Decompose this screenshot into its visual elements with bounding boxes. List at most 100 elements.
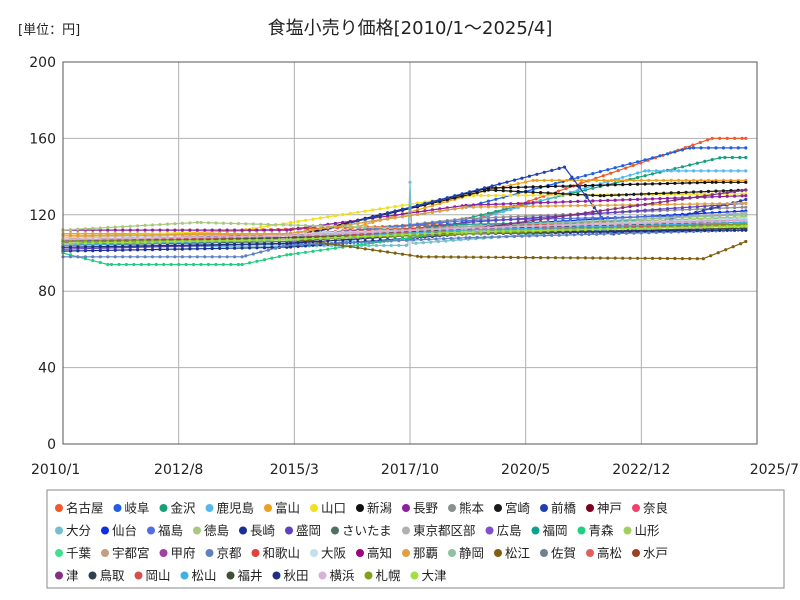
data-point [680,220,685,224]
data-point [568,220,573,224]
data-point [486,211,490,215]
data-point [706,138,710,142]
data-point [639,178,643,182]
data-point [266,248,270,252]
data-point [583,184,588,188]
data-point [692,169,696,173]
data-point [408,223,412,227]
data-point [628,217,632,222]
data-point [680,257,685,261]
data-point [516,189,520,194]
legend-label: 熊本 [459,501,485,516]
data-point [76,241,80,245]
legend-label: 長野 [413,501,439,516]
data-point [296,219,300,224]
data-point [486,193,490,198]
data-point [688,181,692,185]
data-point [136,224,140,228]
data-point [643,182,647,186]
data-point [688,225,692,229]
data-point [658,229,662,233]
legend-label: 千葉 [66,546,92,561]
data-point [602,178,606,182]
legend-marker [55,526,63,535]
data-point [445,227,449,231]
legend-marker [55,571,63,580]
legend-label: 那覇 [413,546,438,561]
legend-marker [264,504,272,512]
data-point [688,202,692,206]
data-point [531,187,535,191]
legend-label: 福井 [238,568,263,583]
data-point [113,225,117,229]
legend-entry: 広島 [485,523,522,538]
data-point [225,255,229,259]
data-point [524,185,528,189]
data-point [483,235,487,239]
data-point [636,217,640,221]
legend-entry: さいたま [331,523,392,538]
data-point [333,214,337,218]
data-point [583,256,588,260]
data-point [199,262,203,267]
data-point [270,238,274,242]
data-point [598,209,602,213]
data-point [688,146,692,150]
legend-entry: 福島 [147,523,183,538]
data-point [643,256,647,260]
legend-entry: 金沢 [159,501,196,516]
legend-entry: 仙台 [101,523,137,538]
data-point [363,222,367,227]
data-point [423,232,427,236]
data-point [378,230,382,234]
data-point [248,246,252,250]
data-point [128,255,132,259]
data-point [598,227,602,231]
data-point [113,241,117,245]
data-point [591,186,595,190]
data-point [703,214,707,219]
data-point [404,238,408,242]
data-point [561,216,565,221]
data-point [378,234,382,238]
data-point [643,208,647,212]
data-point [203,247,207,251]
data-point [121,237,125,241]
data-point [520,234,524,238]
data-point [617,193,621,197]
data-point [509,255,513,259]
legend-entry: 札幌 [364,568,401,583]
data-point [602,194,606,198]
data-point [665,196,670,200]
data-point [583,216,588,220]
legend-marker [448,504,456,512]
data-point [598,219,602,223]
data-point [464,226,468,230]
data-point [601,174,605,178]
data-point [311,228,315,232]
data-point [576,176,580,180]
data-point [438,207,442,211]
data-point [459,238,463,242]
data-point [494,215,498,219]
data-point [680,202,685,206]
data-point [165,236,170,240]
data-point [606,168,610,172]
data-point [669,178,673,182]
data-point [744,146,748,150]
data-point [710,228,714,232]
legend-label: 津 [66,568,79,583]
legend-entry: 那覇 [402,546,438,561]
data-point [494,188,498,192]
data-point [570,175,574,179]
data-point [524,204,528,208]
data-point [628,198,632,202]
data-point [423,206,427,210]
data-point [68,255,73,259]
data-point [524,190,528,194]
data-point [736,180,740,184]
data-point [524,255,528,260]
data-point [255,242,259,246]
data-point [289,237,293,242]
